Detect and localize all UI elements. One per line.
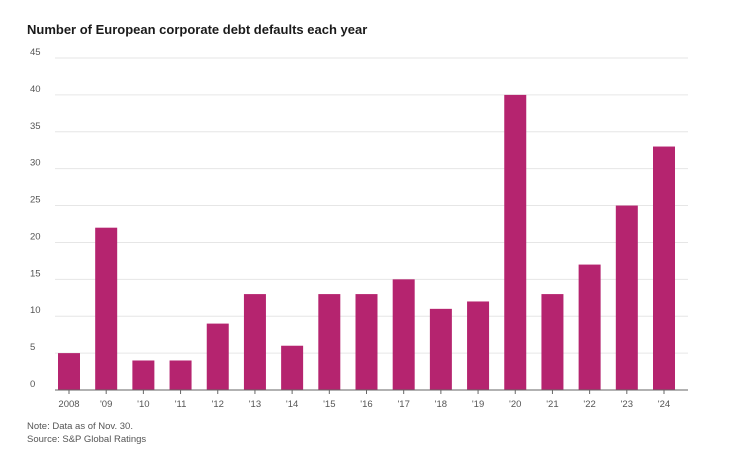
x-tick-label: '11 bbox=[175, 399, 187, 410]
bar bbox=[95, 227, 118, 390]
y-tick-label: 40 bbox=[30, 84, 41, 95]
x-tick-label: '12 bbox=[212, 399, 224, 410]
x-tick-label: '23 bbox=[621, 399, 633, 410]
x-tick-label: '16 bbox=[360, 399, 372, 410]
y-tick-label: 45 bbox=[30, 47, 41, 58]
x-tick-label: '22 bbox=[583, 399, 595, 410]
note-text: Note: Data as of Nov. 30. bbox=[27, 421, 133, 432]
x-tick-label: '10 bbox=[137, 399, 149, 410]
x-tick-label: 2008 bbox=[58, 399, 79, 410]
y-tick-label: 30 bbox=[30, 158, 41, 169]
bar bbox=[206, 323, 229, 390]
y-tick-label: 15 bbox=[30, 268, 41, 279]
x-tick-label: '09 bbox=[100, 399, 112, 410]
bar bbox=[392, 279, 415, 390]
bar bbox=[653, 146, 675, 390]
bar bbox=[429, 308, 452, 390]
x-tick-label: '17 bbox=[397, 399, 409, 410]
y-tick-label: 10 bbox=[30, 305, 41, 316]
bar bbox=[58, 353, 80, 390]
x-axis-ticks: 2008 '09 '10 '11 '12 '13 '14 '15 '16 '17 '18 '19 '20… bbox=[58, 390, 670, 410]
bar bbox=[615, 205, 638, 390]
footnotes: Note: Data as of Nov. 30. Source: S&P Gl… bbox=[27, 420, 146, 446]
bar bbox=[355, 294, 378, 390]
bar bbox=[578, 264, 601, 390]
bar bbox=[132, 360, 155, 390]
bar bbox=[243, 294, 266, 390]
y-tick-label: 20 bbox=[30, 231, 41, 242]
bar bbox=[318, 294, 341, 390]
bar bbox=[541, 294, 564, 390]
x-tick-label: '24 bbox=[658, 399, 670, 410]
chart-title: Number of European corporate debt defaul… bbox=[27, 22, 368, 37]
bar bbox=[504, 94, 527, 390]
y-tick-label: 25 bbox=[30, 195, 41, 206]
x-tick-label: '18 bbox=[435, 399, 447, 410]
bar bbox=[467, 301, 490, 390]
y-tick-label: 35 bbox=[30, 121, 41, 132]
bar bbox=[281, 345, 304, 390]
x-tick-label: '19 bbox=[472, 399, 484, 410]
x-tick-label: '15 bbox=[323, 399, 335, 410]
x-tick-label: '13 bbox=[249, 399, 261, 410]
bar bbox=[169, 360, 192, 390]
bars bbox=[58, 94, 675, 390]
y-axis-ticks: 0 5 10 15 20 25 30 35 40 45 bbox=[30, 47, 41, 390]
x-tick-label: '14 bbox=[286, 399, 298, 410]
source-text: Source: S&P Global Ratings bbox=[27, 434, 147, 445]
y-tick-label: 0 bbox=[30, 379, 35, 390]
x-tick-label: '20 bbox=[509, 399, 521, 410]
x-tick-label: '21 bbox=[546, 399, 558, 410]
y-tick-label: 5 bbox=[30, 342, 35, 353]
